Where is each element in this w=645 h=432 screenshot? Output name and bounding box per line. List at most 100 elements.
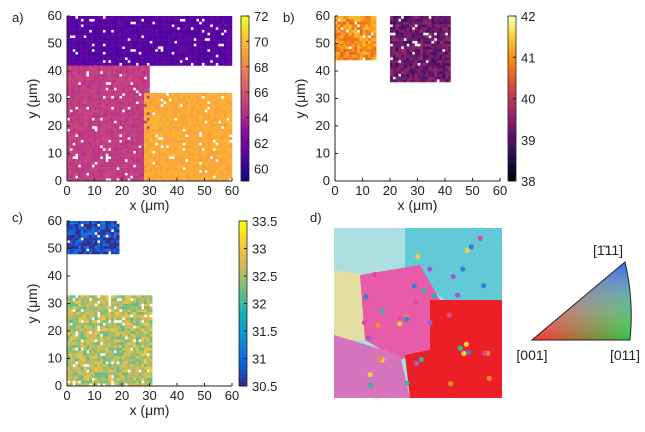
x-tick-label-a: 30 [142,183,156,198]
colorbar-tick-label-c: 32.5 [252,269,277,284]
misindexed-point [404,380,410,386]
y-tick-label-c: 30 [48,296,62,311]
grain-region-a-1 [67,65,150,182]
x-tick-label-a: 0 [63,183,70,198]
panel-label-b: b) [283,10,295,25]
grain-region-a-2 [144,93,233,182]
grain-region-a-0 [67,16,233,66]
ipf-label-left: [001] [516,347,547,363]
misindexed-point [481,283,487,289]
misindexed-point [397,315,403,321]
x-tick-label-a: 10 [87,183,101,198]
heatmap-cells-a [67,16,233,182]
x-tick-label-b: 60 [493,183,507,198]
misindexed-point [372,271,378,277]
colorbar-tick-label-c: 33.5 [252,214,277,229]
panel-label-c: c) [12,210,23,225]
x-tick-label-c: 0 [63,388,70,403]
misindexed-point [367,372,373,378]
x-tick-label-c: 40 [170,388,184,403]
y-tick-label-a: 0 [55,173,62,188]
misindexed-point [404,316,410,322]
colorbar-tick-label-a: 68 [254,60,268,75]
misindexed-point [421,288,427,294]
grain-region-b-1 [390,16,451,83]
misindexed-point [361,319,368,326]
grain-5 [334,335,410,398]
misindexed-point [477,235,483,241]
misindexed-point [415,253,421,259]
colorbar-tick-label-a: 70 [254,34,268,49]
y-tick-label-c: 20 [48,323,62,338]
x-tick-label-a: 40 [170,183,184,198]
colorbar-tick-label-a: 62 [254,136,268,151]
misindexed-point [411,283,417,289]
y-tick-label-c: 60 [48,213,62,228]
y-tick-label-b: 0 [323,173,330,188]
x-tick-label-c: 60 [225,388,239,403]
misindexed-point [412,299,418,305]
misindexed-point [460,266,466,272]
y-tick-label-c: 10 [48,351,62,366]
colorbar-tick-label-b: 40 [521,92,535,107]
y-tick-label-b: 60 [316,8,330,23]
grain-region-b-0 [335,16,377,61]
colorbar-a [240,15,250,182]
misindexed-point [486,375,492,381]
x-tick-label-c: 20 [115,388,129,403]
y-tick-label-c: 0 [55,378,62,393]
ipf-label-top: [1̄11] [593,242,623,258]
ipf-grain-map [334,228,502,398]
colorbar-tick-label-c: 31 [252,352,266,367]
x-tick-label-b: 0 [331,183,338,198]
grain-6 [405,300,502,398]
x-axis-label-b: x (μm) [398,197,438,213]
x-axis-label-a: x (μm) [130,197,170,213]
grain-4 [360,265,440,360]
grain-region-c-1 [67,295,153,387]
y-tick-label-b: 30 [316,91,330,106]
heatmap-cells-b [335,16,451,83]
colorbar-tick-label-a: 72 [254,9,268,24]
colorbar-b [507,15,517,182]
colorbar-tick-label-c: 32 [252,297,266,312]
misindexed-point [464,247,470,254]
x-tick-label-b: 30 [410,183,424,198]
y-tick-label-a: 40 [48,63,62,78]
y-tick-label-b: 10 [316,146,330,161]
x-tick-label-a: 50 [197,183,211,198]
colorbar-c [238,220,248,387]
colorbar-tick-label-b: 41 [521,50,535,65]
colorbar-tick-label-c: 30.5 [252,379,277,394]
misindexed-point [366,335,372,341]
misindexed-point [427,266,433,272]
colorbar-tick-label-a: 60 [254,161,268,176]
misindexed-point [463,341,469,347]
ipf-triangle-overlay [532,262,632,340]
heatmap-cells-c [67,221,153,387]
y-axis-label-a: y (μm) [24,79,40,119]
misindexed-point [481,350,487,356]
colorbar-tick-label-a: 66 [254,85,268,100]
misindexed-point [450,274,456,280]
x-axis-label-c: x (μm) [130,402,170,418]
y-tick-label-b: 20 [316,118,330,133]
misindexed-point [461,350,467,356]
misindexed-point [446,312,452,318]
x-tick-label-b: 10 [355,183,369,198]
ipf-triangle-outline [530,261,632,341]
misindexed-point [468,244,474,250]
colorbar-tick-label-c: 31.5 [252,324,277,339]
colorbar-tick-label-c: 33 [252,242,266,257]
y-axis-label-c: y (μm) [24,284,40,324]
misindexed-point [375,322,381,328]
x-tick-label-b: 40 [438,183,452,198]
y-tick-label-c: 40 [48,268,62,283]
ipf-color-key [530,261,632,341]
panel-label-d: d) [310,210,322,225]
misindexed-point [465,349,472,355]
colorbar-tick-label-b: 39 [521,133,535,148]
x-tick-label-c: 50 [197,388,211,403]
y-tick-label-a: 30 [48,91,62,106]
